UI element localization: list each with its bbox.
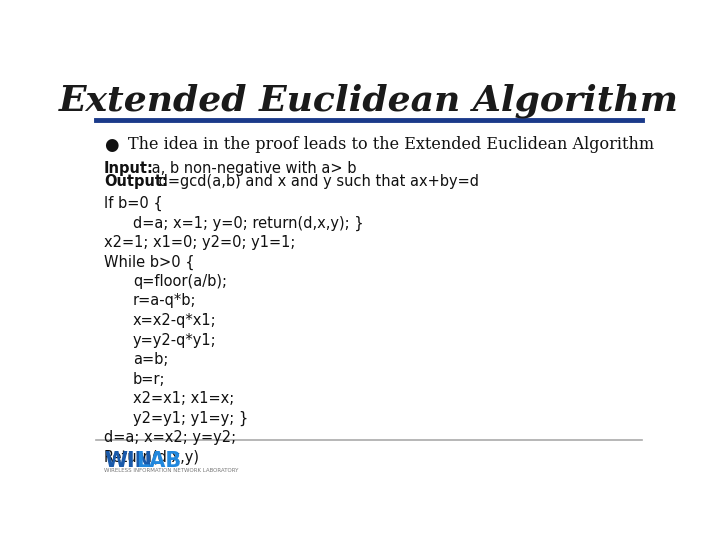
Text: y2=y1; y1=y; }: y2=y1; y1=y; } bbox=[133, 411, 248, 426]
Text: ●: ● bbox=[104, 136, 119, 154]
Text: r=a-q*b;: r=a-q*b; bbox=[133, 293, 197, 308]
Text: LAB: LAB bbox=[136, 451, 181, 471]
Text: b=r;: b=r; bbox=[133, 372, 166, 387]
Text: Return(d,x,y): Return(d,x,y) bbox=[104, 450, 200, 465]
Text: x2=x1; x1=x;: x2=x1; x1=x; bbox=[133, 391, 234, 406]
Text: d=gcd(a,b) and x and y such that ax+by=d: d=gcd(a,b) and x and y such that ax+by=d bbox=[154, 174, 480, 189]
Text: Output:: Output: bbox=[104, 174, 168, 189]
Text: WIN: WIN bbox=[104, 451, 152, 471]
Text: d=a; x=x2; y=y2;: d=a; x=x2; y=y2; bbox=[104, 430, 236, 445]
Text: WIRELESS INFORMATION NETWORK LABORATORY: WIRELESS INFORMATION NETWORK LABORATORY bbox=[104, 468, 238, 473]
Text: If b=0 {: If b=0 { bbox=[104, 196, 163, 211]
Text: a, b non-negative with a> b: a, b non-negative with a> b bbox=[148, 161, 357, 176]
Text: d=a; x=1; y=0; return(d,x,y); }: d=a; x=1; y=0; return(d,x,y); } bbox=[133, 215, 364, 231]
Text: The idea in the proof leads to the Extended Euclidean Algorithm: The idea in the proof leads to the Exten… bbox=[128, 136, 654, 153]
Text: Input:: Input: bbox=[104, 161, 154, 176]
Text: q=floor(a/b);: q=floor(a/b); bbox=[133, 274, 227, 289]
Text: Extended Euclidean Algorithm: Extended Euclidean Algorithm bbox=[59, 84, 679, 118]
Text: x=x2-q*x1;: x=x2-q*x1; bbox=[133, 313, 217, 328]
Text: While b>0 {: While b>0 { bbox=[104, 254, 194, 269]
Text: y=y2-q*y1;: y=y2-q*y1; bbox=[133, 333, 217, 348]
Text: x2=1; x1=0; y2=0; y1=1;: x2=1; x1=0; y2=0; y1=1; bbox=[104, 235, 295, 250]
Text: a=b;: a=b; bbox=[133, 352, 168, 367]
